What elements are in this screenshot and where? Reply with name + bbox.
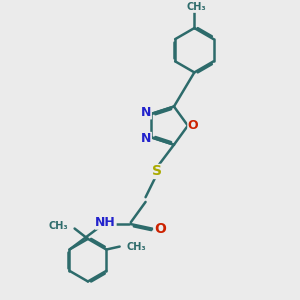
Text: CH₃: CH₃ <box>126 242 146 252</box>
Text: O: O <box>188 119 199 132</box>
Text: CH₃: CH₃ <box>49 220 68 231</box>
Text: O: O <box>154 222 166 236</box>
Text: NH: NH <box>95 216 116 229</box>
Text: CH₃: CH₃ <box>186 2 206 12</box>
Text: N: N <box>141 106 151 119</box>
Text: N: N <box>141 132 151 146</box>
Text: S: S <box>152 164 161 178</box>
